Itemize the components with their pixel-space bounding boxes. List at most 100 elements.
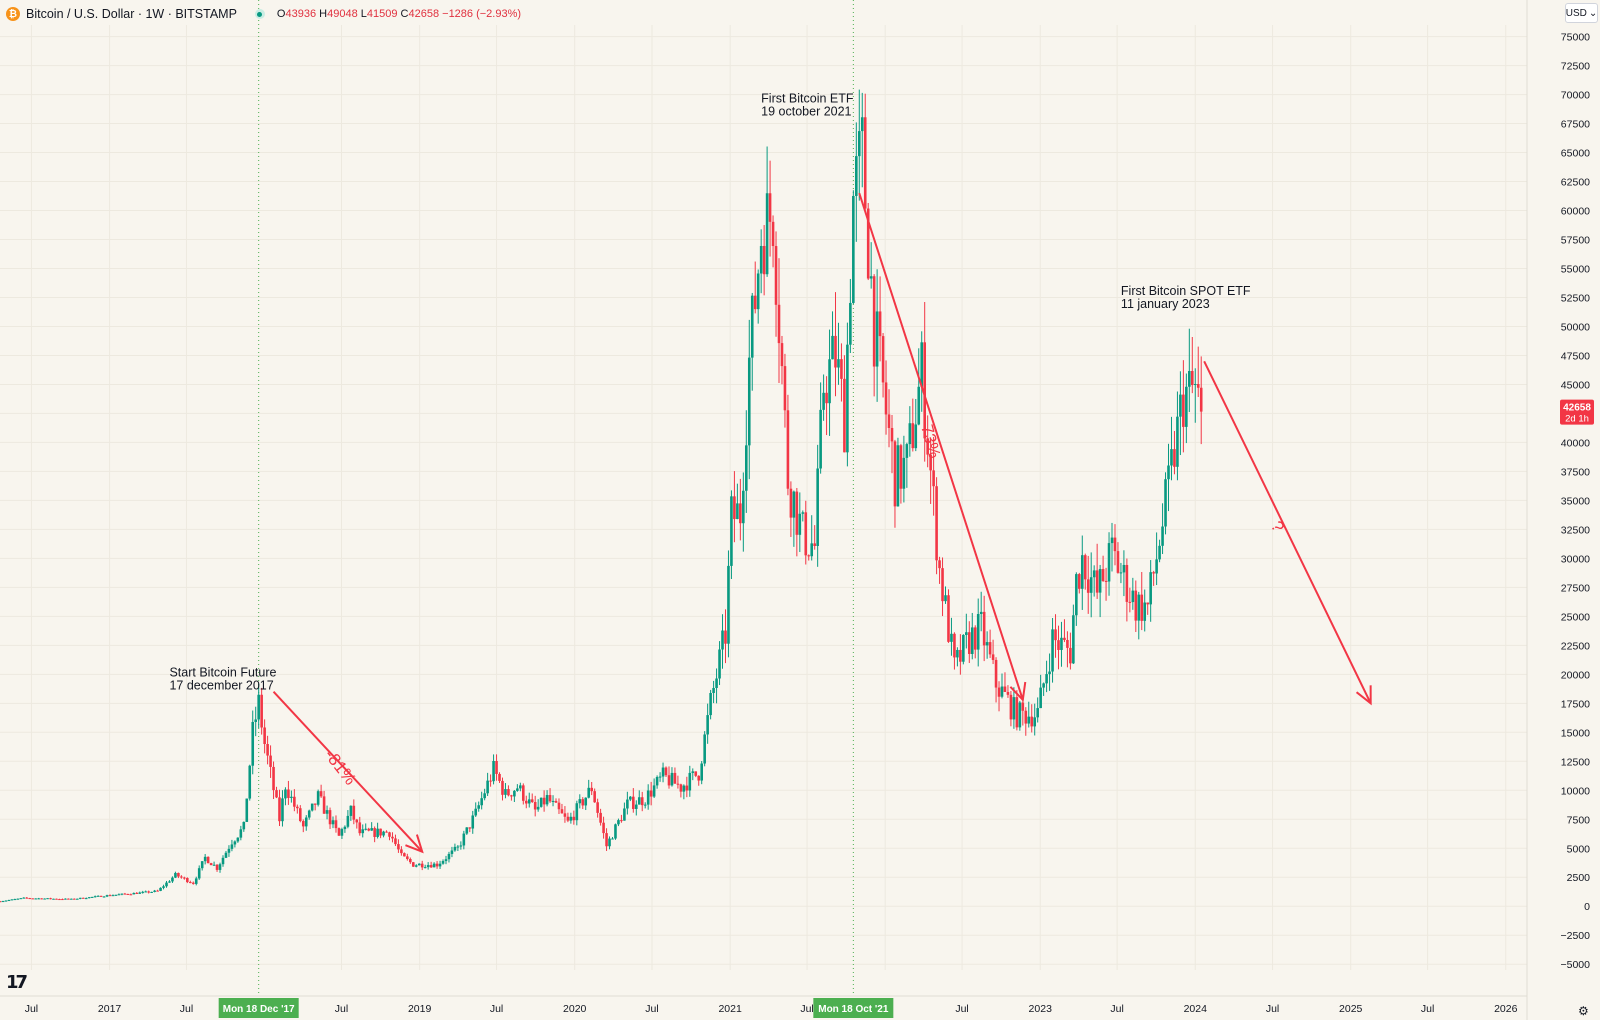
candle xyxy=(174,871,177,879)
candle xyxy=(453,843,457,852)
time-tick-label: Jul xyxy=(180,1003,193,1015)
symbol-title[interactable]: Bitcoin / U.S. Dollar · 1W · BITSTAMP xyxy=(26,7,237,21)
candle xyxy=(177,872,180,879)
candle-body xyxy=(926,438,929,455)
candle-body xyxy=(634,804,638,809)
tradingview-logo-icon[interactable]: 17 xyxy=(6,972,28,993)
candle xyxy=(1146,602,1149,615)
candle xyxy=(962,634,965,665)
candle xyxy=(727,550,730,658)
candle-body xyxy=(1089,577,1093,593)
candle-body xyxy=(753,295,757,310)
candle xyxy=(435,861,439,869)
candle xyxy=(643,802,647,809)
price-axis: −5000 −2500 0 2500 5000 7500 10000 12500 15000 17… xyxy=(1526,0,1591,1020)
candle xyxy=(762,225,766,296)
price-tick-label: 10000 xyxy=(1561,785,1590,797)
candle xyxy=(281,790,284,827)
candle-body xyxy=(777,304,781,344)
candle-body xyxy=(403,853,406,857)
candle-body xyxy=(177,872,180,877)
candle-body xyxy=(1158,545,1161,560)
candle xyxy=(87,897,91,899)
candle-body xyxy=(447,853,451,860)
candle xyxy=(447,851,451,863)
candle xyxy=(733,471,736,543)
candle-body xyxy=(397,844,400,850)
candle-body xyxy=(1075,574,1078,616)
candle xyxy=(1066,631,1069,668)
candle-body xyxy=(1134,590,1138,621)
candle-body xyxy=(1143,602,1147,621)
candle-body xyxy=(959,649,962,662)
candle xyxy=(846,322,849,467)
candle-body xyxy=(10,899,14,901)
candle-body xyxy=(58,899,61,901)
price-tick-label: 67500 xyxy=(1561,119,1590,131)
candle-body xyxy=(1083,555,1087,580)
price-tick-label: 0 xyxy=(1584,901,1590,913)
candle xyxy=(450,846,454,858)
candle-body xyxy=(206,856,210,864)
candle xyxy=(935,477,938,575)
candle-body xyxy=(135,892,139,894)
candle xyxy=(566,812,570,823)
candle-body xyxy=(227,848,231,853)
candle xyxy=(471,810,475,834)
candle xyxy=(46,898,49,900)
candle-body xyxy=(90,896,94,898)
candle-body xyxy=(301,821,305,827)
candle xyxy=(0,900,2,903)
candle-body xyxy=(352,805,356,820)
candle-body xyxy=(1012,697,1016,720)
candle xyxy=(108,894,112,897)
candle xyxy=(554,798,558,803)
candle-body xyxy=(575,803,579,821)
candle-body xyxy=(786,410,790,489)
candle xyxy=(920,331,924,412)
candle-body xyxy=(96,895,100,897)
candle-body xyxy=(84,898,88,900)
currency-button[interactable]: USD ⌄ xyxy=(1565,3,1598,23)
candle-body xyxy=(673,772,677,784)
candle-body xyxy=(860,117,864,132)
candle xyxy=(218,862,222,873)
candle xyxy=(533,795,537,817)
candle-body xyxy=(81,897,85,899)
candle-body xyxy=(855,156,858,196)
candle-body xyxy=(617,820,620,825)
candle xyxy=(703,731,706,767)
candle xyxy=(739,478,742,541)
candle xyxy=(296,804,299,814)
candle xyxy=(602,816,605,839)
candle-body xyxy=(527,799,531,804)
candle-body xyxy=(105,895,109,897)
candle xyxy=(423,864,427,869)
candle xyxy=(1054,614,1057,658)
candle-body xyxy=(1018,702,1022,728)
candle xyxy=(52,898,55,900)
candle-body xyxy=(73,898,76,900)
candle-body xyxy=(1057,640,1060,650)
candle-body xyxy=(1000,686,1004,697)
candle xyxy=(355,818,359,829)
candle xyxy=(730,490,733,579)
candle xyxy=(519,782,522,792)
price-tick-label: −5000 xyxy=(1561,959,1591,971)
candle-body xyxy=(649,790,653,797)
candle xyxy=(670,767,674,787)
gear-icon[interactable]: ⚙ xyxy=(1578,1004,1589,1018)
candle xyxy=(1,900,5,903)
candle xyxy=(563,806,567,823)
price-tick-label: 35000 xyxy=(1561,495,1590,507)
candle xyxy=(834,292,837,397)
candle xyxy=(706,703,709,744)
candle xyxy=(1092,565,1096,597)
annotation-line: First Bitcoin SPOT ETF xyxy=(1121,284,1251,298)
candle xyxy=(114,894,118,896)
arrow-head xyxy=(405,834,424,854)
candle-body xyxy=(141,891,145,893)
candle xyxy=(849,278,852,353)
candle-body xyxy=(373,828,376,837)
